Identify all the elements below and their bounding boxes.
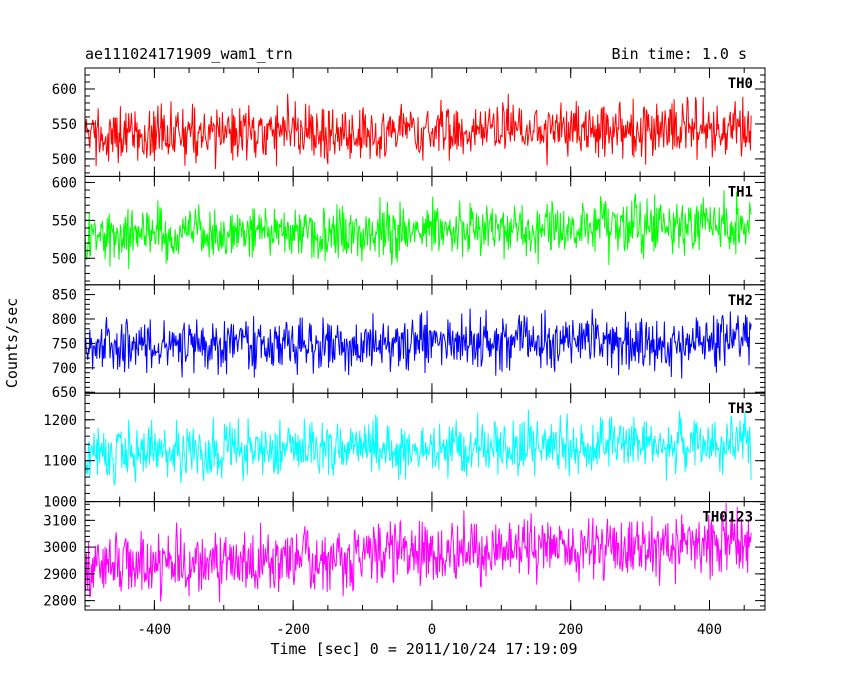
y-tick-label: 500 bbox=[52, 251, 77, 267]
y-tick-label: 650 bbox=[52, 385, 77, 401]
panel-label-th2: TH2 bbox=[728, 293, 753, 309]
y-tick-label: 1100 bbox=[43, 454, 77, 470]
series-line-th3 bbox=[85, 409, 752, 486]
panel-label-th0: TH0 bbox=[728, 76, 753, 92]
y-tick-label: 2900 bbox=[43, 567, 77, 583]
x-tick-label: 200 bbox=[558, 622, 583, 638]
x-tick-label: 400 bbox=[697, 622, 722, 638]
series-line-th0123 bbox=[85, 502, 752, 603]
x-tick-label: -400 bbox=[138, 622, 172, 638]
y-tick-label: 750 bbox=[52, 336, 77, 352]
x-axis-title: Time [sec] 0 = 2011/10/24 17:19:09 bbox=[270, 640, 577, 658]
series-line-th0 bbox=[85, 93, 752, 170]
x-tick-label: -200 bbox=[276, 622, 310, 638]
y-tick-label: 3000 bbox=[43, 540, 77, 556]
y-tick-label: 500 bbox=[52, 152, 77, 168]
y-tick-label: 800 bbox=[52, 312, 77, 328]
panel-label-th0123: TH0123 bbox=[702, 510, 753, 526]
y-tick-label: 850 bbox=[52, 288, 77, 304]
y-tick-label: 2800 bbox=[43, 594, 77, 610]
series-line-th2 bbox=[85, 308, 752, 379]
y-tick-label: 600 bbox=[52, 175, 77, 191]
y-axis-title: Counts/sec bbox=[3, 298, 21, 388]
y-tick-label: 1200 bbox=[43, 413, 77, 429]
bin-time-label: Bin time: 1.0 s bbox=[612, 45, 747, 63]
panels-group: 500 550 600 TH0 500 550 600 TH1 650 700 750 800 850 T… bbox=[43, 67, 766, 638]
series-line-th1 bbox=[85, 189, 752, 269]
panel-label-th1: TH1 bbox=[728, 184, 753, 200]
y-tick-label: 1000 bbox=[43, 495, 77, 511]
panel-label-th3: TH3 bbox=[728, 401, 753, 417]
x-tick-label: 0 bbox=[428, 622, 436, 638]
y-tick-label: 700 bbox=[52, 361, 77, 377]
y-tick-label: 3100 bbox=[43, 513, 77, 529]
y-tick-label: 550 bbox=[52, 213, 77, 229]
panel-frame bbox=[84, 501, 766, 611]
y-tick-label: 550 bbox=[52, 117, 77, 133]
chart-title: ae111024171909_wam1_trn bbox=[85, 45, 293, 63]
y-tick-label: 600 bbox=[52, 82, 77, 98]
